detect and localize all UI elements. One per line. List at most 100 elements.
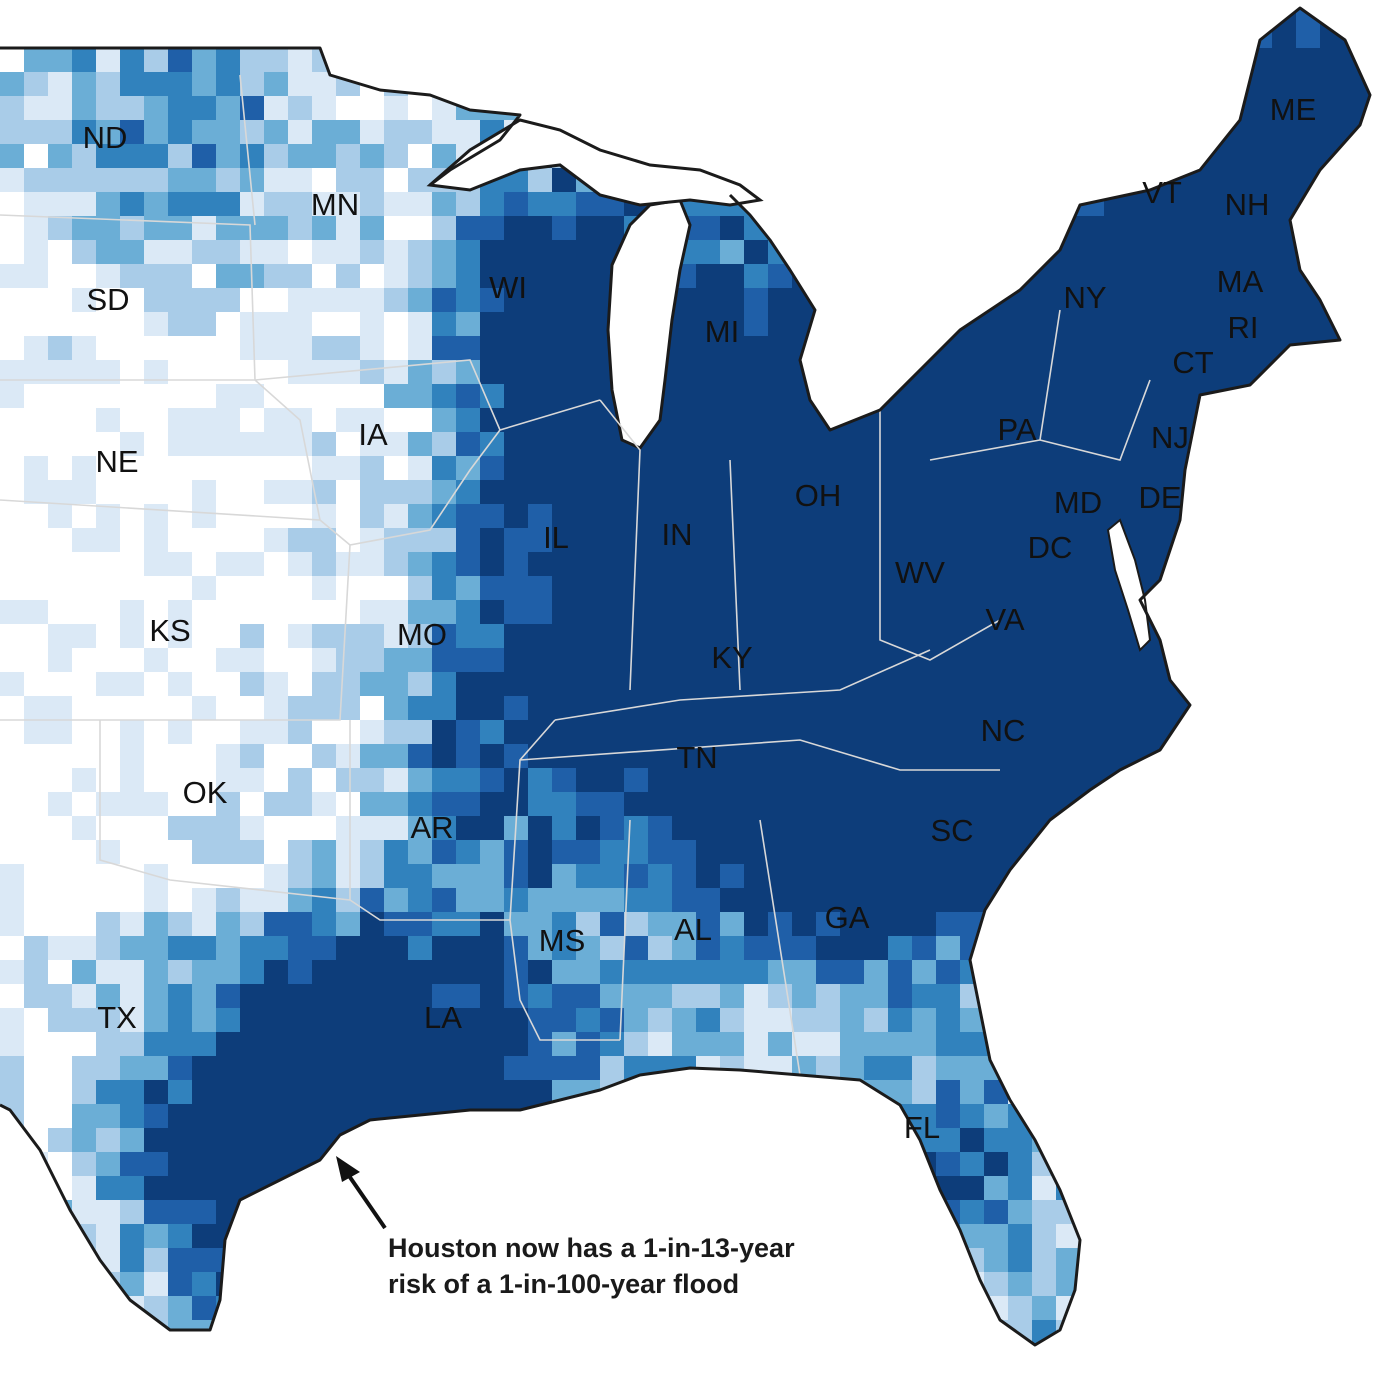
risk-cell xyxy=(1296,816,1320,840)
risk-cell xyxy=(456,1200,480,1224)
risk-cell xyxy=(576,336,600,360)
risk-cell xyxy=(1152,1008,1176,1032)
risk-cell xyxy=(960,216,984,240)
risk-cell xyxy=(24,1296,48,1320)
risk-cell xyxy=(408,288,432,312)
risk-cell xyxy=(1080,168,1104,192)
risk-cell xyxy=(288,192,312,216)
risk-cell xyxy=(1296,456,1320,480)
risk-cell xyxy=(1056,672,1080,696)
risk-cell xyxy=(1056,72,1080,96)
risk-cell xyxy=(600,1128,624,1152)
risk-cell xyxy=(432,1080,456,1104)
risk-cell xyxy=(1128,936,1152,960)
risk-cell xyxy=(936,144,960,168)
risk-cell xyxy=(1200,1368,1224,1392)
risk-cell xyxy=(1176,912,1200,936)
risk-cell xyxy=(864,600,888,624)
risk-cell xyxy=(816,216,840,240)
risk-cell xyxy=(1224,24,1248,48)
risk-cell xyxy=(120,600,144,624)
risk-cell xyxy=(1344,816,1368,840)
risk-cell xyxy=(672,456,696,480)
risk-cell xyxy=(1344,912,1368,936)
risk-cell xyxy=(576,864,600,888)
risk-cell xyxy=(312,672,336,696)
risk-cell xyxy=(816,1248,840,1272)
risk-cell xyxy=(120,792,144,816)
risk-cell xyxy=(1152,288,1176,312)
risk-cell xyxy=(576,216,600,240)
risk-cell xyxy=(192,1176,216,1200)
risk-cell xyxy=(216,768,240,792)
risk-cell xyxy=(240,840,264,864)
risk-cell xyxy=(1176,1272,1200,1296)
risk-cell xyxy=(576,8,600,24)
risk-cell xyxy=(792,696,816,720)
risk-cell xyxy=(888,168,912,192)
risk-cell xyxy=(768,72,792,96)
risk-cell xyxy=(432,984,456,1008)
risk-cell xyxy=(1080,720,1104,744)
risk-cell xyxy=(408,168,432,192)
risk-cell xyxy=(0,72,24,96)
risk-cell xyxy=(792,624,816,648)
risk-cell xyxy=(1368,840,1370,864)
risk-cell xyxy=(456,744,480,768)
risk-cell xyxy=(1200,168,1224,192)
risk-cell xyxy=(168,72,192,96)
risk-cell xyxy=(216,1320,240,1344)
risk-cell xyxy=(240,1344,264,1345)
risk-cell xyxy=(1224,984,1248,1008)
risk-cell xyxy=(1200,936,1224,960)
risk-cell xyxy=(912,1008,936,1032)
risk-cell xyxy=(528,1200,552,1224)
risk-cell xyxy=(1368,240,1370,264)
risk-cell xyxy=(768,1200,792,1224)
risk-cell xyxy=(624,768,648,792)
risk-cell xyxy=(888,528,912,552)
risk-cell xyxy=(720,96,744,120)
risk-cell xyxy=(432,816,456,840)
risk-cell xyxy=(1344,624,1368,648)
risk-cell xyxy=(384,816,408,840)
risk-cell xyxy=(936,720,960,744)
risk-cell xyxy=(48,336,72,360)
risk-cell xyxy=(1248,432,1272,456)
risk-cell xyxy=(408,264,432,288)
risk-cell xyxy=(912,720,936,744)
risk-cell xyxy=(1272,72,1296,96)
risk-cell xyxy=(1008,120,1032,144)
risk-cell xyxy=(528,696,552,720)
risk-cell xyxy=(936,696,960,720)
risk-cell xyxy=(456,912,480,936)
risk-cell xyxy=(192,840,216,864)
risk-cell xyxy=(960,336,984,360)
risk-cell xyxy=(1032,1056,1056,1080)
risk-cell xyxy=(1248,1248,1272,1272)
risk-cell xyxy=(1128,960,1152,984)
risk-cell xyxy=(432,432,456,456)
risk-cell xyxy=(288,360,312,384)
risk-cell xyxy=(600,768,624,792)
risk-cell xyxy=(1176,888,1200,912)
risk-cell xyxy=(864,1032,888,1056)
risk-cell xyxy=(1320,216,1344,240)
risk-cell xyxy=(1176,120,1200,144)
risk-cell xyxy=(360,648,384,672)
risk-cell xyxy=(648,864,672,888)
risk-cell xyxy=(1272,1368,1296,1392)
risk-cell xyxy=(1176,360,1200,384)
risk-cell xyxy=(576,192,600,216)
risk-cell xyxy=(864,144,888,168)
risk-cell xyxy=(480,888,504,912)
risk-cell xyxy=(384,1080,408,1104)
risk-cell xyxy=(672,1296,696,1320)
risk-cell xyxy=(1032,1032,1056,1056)
risk-cell xyxy=(840,1080,864,1104)
label-me: ME xyxy=(1270,92,1317,127)
risk-cell xyxy=(1008,360,1032,384)
risk-cell xyxy=(1104,360,1128,384)
risk-cell xyxy=(816,504,840,528)
risk-cell xyxy=(1392,1320,1400,1344)
